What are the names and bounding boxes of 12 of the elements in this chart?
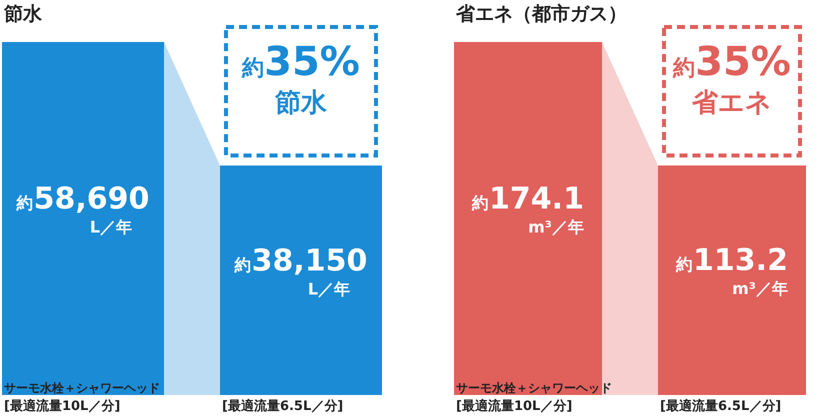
x-tick-label: [最適流量6.5L／分] <box>660 398 782 414</box>
data-label: 約38,150 L／年 <box>234 243 368 298</box>
annotation: 約35% 省エネ <box>672 39 791 118</box>
data-label: 約174.1 m³／年 <box>471 182 584 236</box>
chart-title: 節水 <box>3 3 43 25</box>
annotation: 約35% 節水 <box>241 39 360 118</box>
data-label: 約113.2 m³／年 <box>675 243 788 298</box>
chart-title: 省エネ（都市ガス） <box>455 3 627 25</box>
x-tick-label: [最適流量6.5L／分] <box>222 398 344 414</box>
x-tick-label: サーモ水栓＋シャワーヘッド [最適流量10L／分] <box>4 381 160 414</box>
x-tick-label: サーモ水栓＋シャワーヘッド [最適流量10L／分] <box>456 381 612 414</box>
data-label: 約58,690 L／年 <box>16 182 150 236</box>
